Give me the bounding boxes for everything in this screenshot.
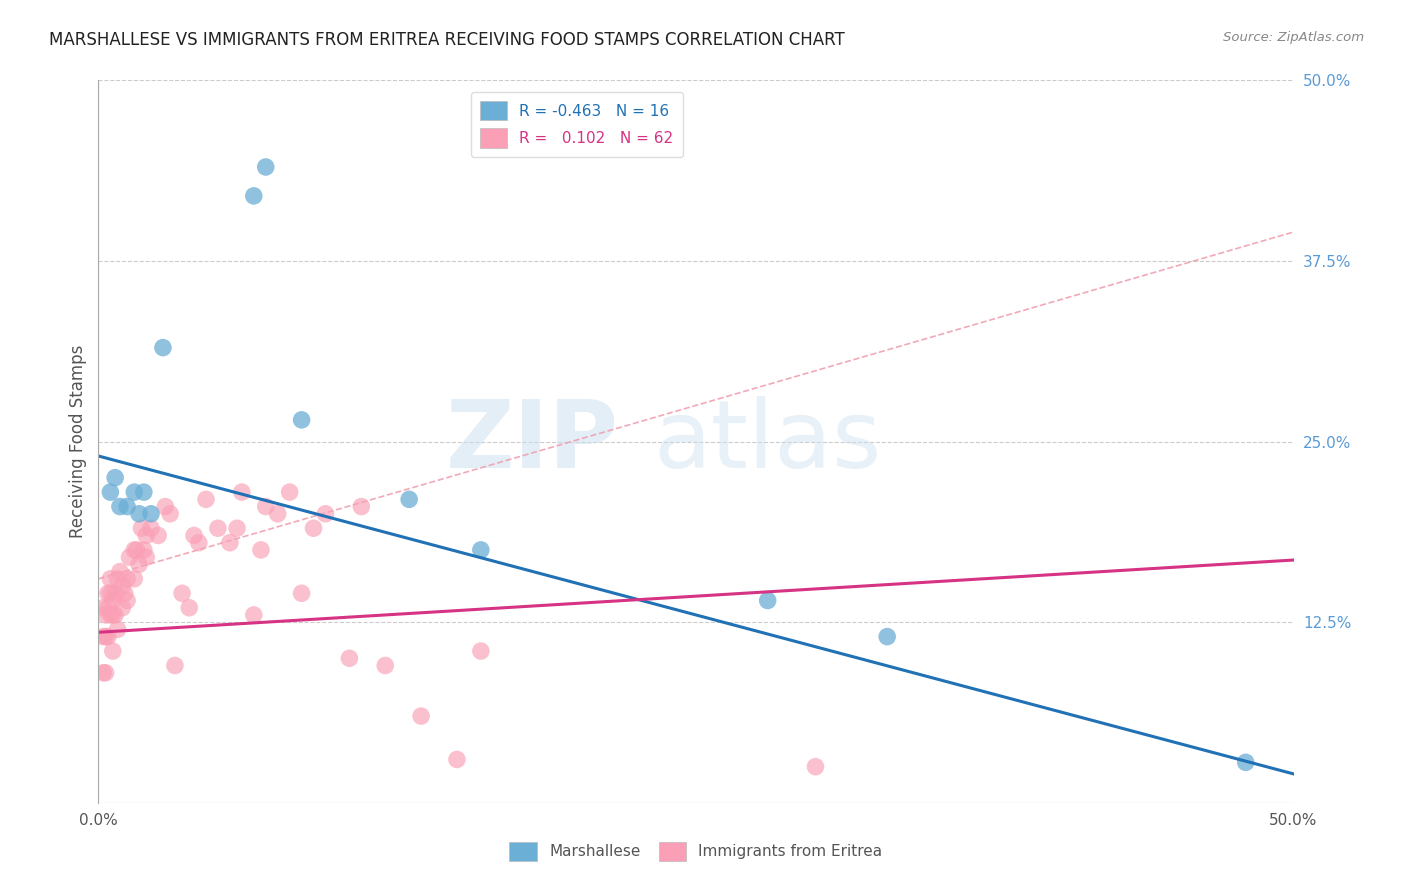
Point xyxy=(291,413,314,427)
Point xyxy=(226,521,249,535)
Text: ZIP: ZIP xyxy=(446,395,619,488)
Point xyxy=(172,586,194,600)
Point xyxy=(111,579,134,593)
Point xyxy=(195,492,218,507)
Point xyxy=(104,470,127,484)
Point xyxy=(108,500,131,514)
Text: Source: ZipAtlas.com: Source: ZipAtlas.com xyxy=(1223,31,1364,45)
Point xyxy=(98,586,122,600)
Point xyxy=(278,485,301,500)
Point xyxy=(339,651,361,665)
Point xyxy=(804,760,827,774)
Point xyxy=(411,709,433,723)
Point xyxy=(104,586,127,600)
Point xyxy=(446,752,468,766)
Point xyxy=(302,521,325,535)
Point xyxy=(315,507,337,521)
Point xyxy=(98,485,122,500)
Y-axis label: Receiving Food Stamps: Receiving Food Stamps xyxy=(69,345,87,538)
Point xyxy=(163,658,186,673)
Point xyxy=(254,500,277,514)
Point xyxy=(470,644,492,658)
Point xyxy=(98,607,122,622)
Point xyxy=(98,572,122,586)
Point xyxy=(107,572,129,586)
Point xyxy=(124,485,146,500)
Legend: Marshallese, Immigrants from Eritrea: Marshallese, Immigrants from Eritrea xyxy=(503,836,889,867)
Point xyxy=(135,528,157,542)
Point xyxy=(231,485,253,500)
Point xyxy=(398,492,420,507)
Point xyxy=(756,593,779,607)
Point xyxy=(104,607,127,622)
Point xyxy=(97,586,120,600)
Text: atlas: atlas xyxy=(654,395,882,488)
Point xyxy=(124,572,146,586)
Point xyxy=(101,593,124,607)
Point xyxy=(267,507,290,521)
Point xyxy=(101,644,124,658)
Point xyxy=(139,521,162,535)
Point xyxy=(118,550,141,565)
Point xyxy=(91,630,114,644)
Point xyxy=(155,500,177,514)
Point xyxy=(187,535,209,549)
Point xyxy=(124,542,146,557)
Point xyxy=(876,630,898,644)
Point xyxy=(135,550,157,565)
Point xyxy=(374,658,396,673)
Text: MARSHALLESE VS IMMIGRANTS FROM ERITREA RECEIVING FOOD STAMPS CORRELATION CHART: MARSHALLESE VS IMMIGRANTS FROM ERITREA R… xyxy=(49,31,845,49)
Point xyxy=(125,542,148,557)
Point xyxy=(115,500,138,514)
Point xyxy=(152,341,174,355)
Point xyxy=(94,665,117,680)
Point xyxy=(115,593,138,607)
Point xyxy=(132,485,155,500)
Point xyxy=(350,500,373,514)
Point xyxy=(243,189,266,203)
Point xyxy=(254,160,277,174)
Point xyxy=(108,565,131,579)
Point xyxy=(115,572,138,586)
Point xyxy=(128,507,150,521)
Point xyxy=(131,521,153,535)
Point xyxy=(97,630,120,644)
Point xyxy=(132,542,155,557)
Point xyxy=(183,528,205,542)
Point xyxy=(250,542,273,557)
Point xyxy=(179,600,201,615)
Point xyxy=(243,607,266,622)
Point xyxy=(94,630,117,644)
Point xyxy=(111,600,134,615)
Point xyxy=(91,665,114,680)
Point xyxy=(159,507,181,521)
Point xyxy=(207,521,229,535)
Point xyxy=(91,600,114,615)
Point xyxy=(101,607,124,622)
Point xyxy=(94,607,117,622)
Point xyxy=(107,623,129,637)
Point xyxy=(114,586,136,600)
Point xyxy=(470,542,492,557)
Point xyxy=(291,586,314,600)
Point xyxy=(1234,756,1257,770)
Point xyxy=(219,535,242,549)
Point xyxy=(139,507,162,521)
Point xyxy=(128,558,150,572)
Point xyxy=(148,528,170,542)
Point xyxy=(97,600,120,615)
